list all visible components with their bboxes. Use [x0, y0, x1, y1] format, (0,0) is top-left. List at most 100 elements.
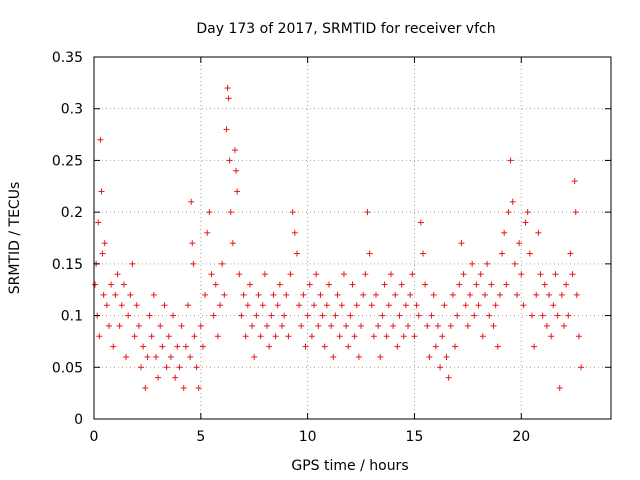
data-point	[441, 302, 448, 309]
data-point	[229, 240, 236, 247]
data-point	[304, 312, 311, 319]
data-point	[402, 302, 409, 309]
data-point	[537, 271, 544, 278]
x-tick-label: 0	[90, 429, 99, 445]
data-point	[379, 312, 386, 319]
data-point	[291, 229, 298, 236]
data-point	[206, 209, 213, 216]
x-tick-label: 15	[406, 429, 424, 445]
data-point	[236, 271, 243, 278]
data-point	[477, 271, 484, 278]
data-point	[528, 312, 535, 319]
data-point	[522, 219, 529, 226]
data-point	[411, 333, 418, 340]
data-point	[370, 333, 377, 340]
data-point	[514, 291, 520, 298]
data-point	[274, 302, 281, 309]
data-point	[501, 229, 508, 236]
data-point	[486, 312, 493, 319]
data-point	[238, 312, 245, 319]
data-point	[375, 322, 382, 329]
data-point	[578, 364, 585, 371]
data-point	[518, 271, 525, 278]
data-point	[233, 167, 240, 174]
data-point	[565, 312, 572, 319]
data-point	[413, 302, 420, 309]
data-point	[187, 353, 194, 360]
data-point	[159, 343, 166, 350]
data-point	[364, 209, 371, 216]
data-point	[334, 291, 341, 298]
y-tick-label: 0	[74, 412, 83, 428]
data-point	[99, 250, 106, 257]
data-point	[142, 384, 149, 391]
data-point	[214, 333, 221, 340]
data-point	[191, 333, 198, 340]
data-point	[503, 281, 510, 288]
data-point	[390, 322, 397, 329]
y-tick-label: 0.15	[52, 257, 83, 273]
data-point	[407, 291, 414, 298]
data-point	[469, 260, 476, 267]
data-point	[449, 291, 456, 298]
data-point	[396, 312, 403, 319]
data-point	[150, 291, 157, 298]
data-point	[422, 281, 429, 288]
data-point	[131, 333, 138, 340]
data-point	[349, 281, 356, 288]
data-point	[279, 322, 285, 329]
data-point	[116, 322, 123, 329]
data-point	[567, 250, 574, 257]
data-point	[240, 291, 247, 298]
data-point	[426, 353, 433, 360]
data-point	[313, 271, 320, 278]
data-point	[563, 281, 570, 288]
data-point	[569, 271, 576, 278]
data-point	[332, 312, 339, 319]
data-point	[447, 322, 454, 329]
data-point	[232, 147, 238, 154]
data-point	[108, 281, 115, 288]
data-point	[283, 291, 290, 298]
data-point	[199, 343, 206, 350]
data-point	[366, 250, 373, 257]
data-point	[174, 343, 181, 350]
data-point	[420, 250, 426, 257]
data-point	[226, 157, 233, 164]
data-point	[488, 281, 495, 288]
data-point	[496, 291, 503, 298]
data-point	[234, 188, 241, 195]
data-point	[255, 291, 262, 298]
y-tick-label: 0.05	[52, 360, 83, 376]
data-point	[509, 198, 516, 205]
data-point	[541, 281, 548, 288]
data-point	[558, 291, 565, 298]
data-point	[120, 281, 127, 288]
data-point	[351, 333, 358, 340]
data-point	[405, 322, 412, 329]
x-axis-label: GPS time / hours	[291, 458, 408, 474]
data-point	[148, 333, 155, 340]
data-point	[105, 322, 112, 329]
data-point	[452, 343, 459, 350]
data-point	[362, 271, 369, 278]
data-point	[189, 240, 196, 247]
data-point	[454, 312, 461, 319]
data-points	[92, 85, 585, 391]
chart-title: Day 173 of 2017, SRMTID for receiver vfc…	[196, 21, 495, 37]
data-point	[223, 126, 230, 133]
data-point	[516, 240, 523, 247]
data-point	[321, 343, 328, 350]
data-point	[300, 291, 307, 298]
data-point	[464, 322, 471, 329]
data-point	[195, 384, 202, 391]
data-point	[185, 302, 191, 309]
data-point	[387, 271, 394, 278]
data-point	[368, 302, 375, 309]
data-point	[146, 312, 153, 319]
data-point	[242, 333, 249, 340]
grid-lines	[94, 57, 611, 419]
y-tick-label: 0.3	[61, 102, 83, 118]
